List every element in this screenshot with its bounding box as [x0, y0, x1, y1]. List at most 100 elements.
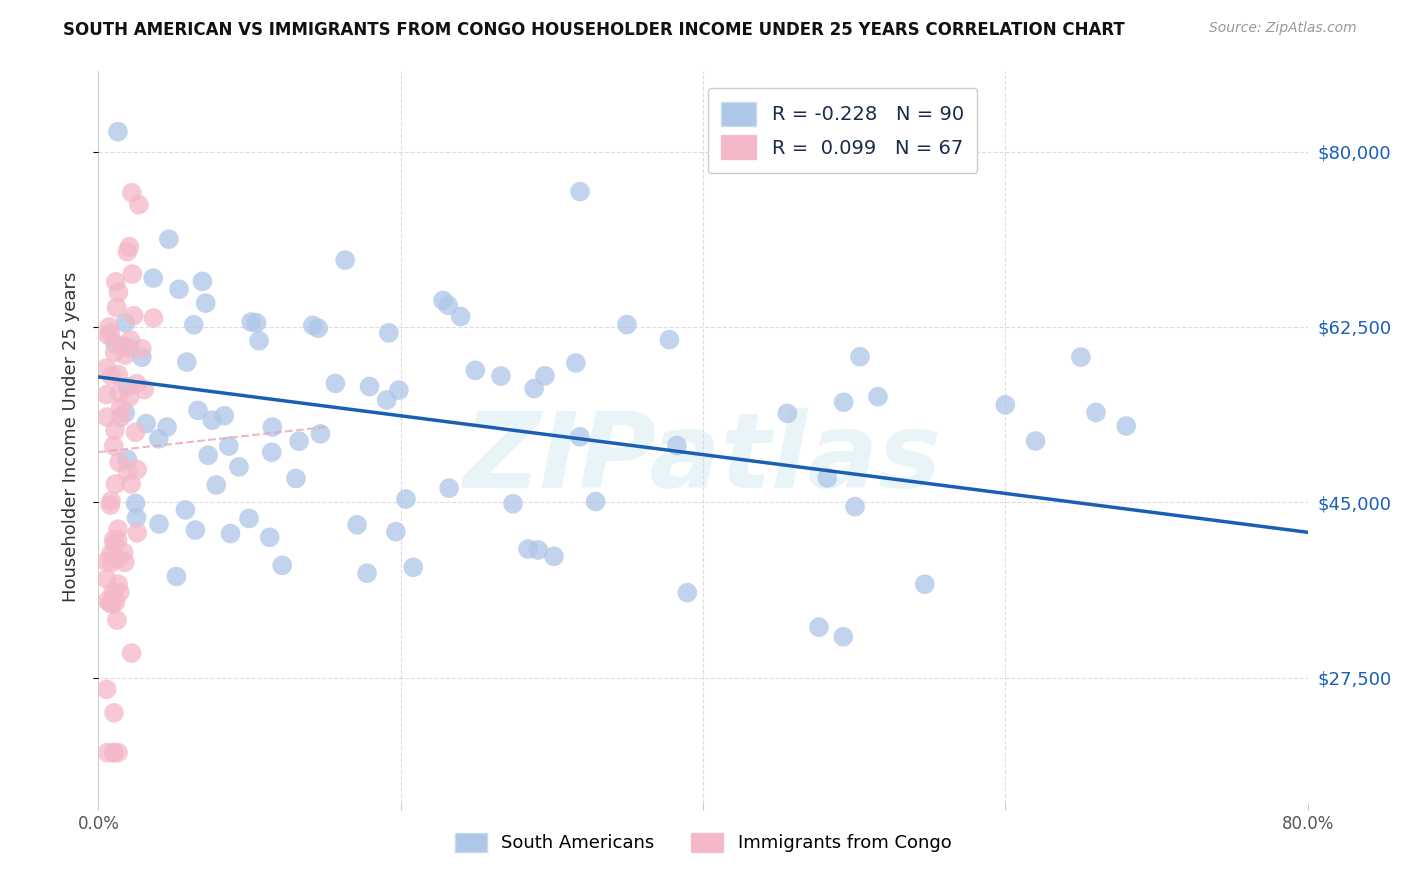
- Point: [309, 426, 332, 441]
- Point: [658, 333, 681, 347]
- Point: [191, 274, 214, 288]
- Point: [103, 439, 125, 453]
- Point: [148, 516, 170, 531]
- Point: [914, 577, 936, 591]
- Point: [489, 369, 512, 384]
- Point: [96, 387, 118, 401]
- Point: [616, 318, 638, 332]
- Point: [450, 310, 472, 324]
- Point: [585, 494, 607, 508]
- Point: [174, 503, 197, 517]
- Point: [844, 500, 866, 514]
- Point: [122, 309, 145, 323]
- Point: [335, 253, 357, 268]
- Point: [114, 406, 136, 420]
- Point: [118, 390, 141, 404]
- Point: [100, 555, 122, 569]
- Point: [104, 477, 127, 491]
- Point: [464, 363, 486, 377]
- Point: [385, 524, 408, 539]
- Point: [124, 496, 146, 510]
- Point: [105, 301, 128, 315]
- Point: [98, 596, 121, 610]
- Point: [284, 471, 307, 485]
- Point: [121, 186, 143, 200]
- Text: Source: ZipAtlas.com: Source: ZipAtlas.com: [1209, 21, 1357, 36]
- Point: [127, 525, 149, 540]
- Point: [97, 328, 120, 343]
- Point: [228, 459, 250, 474]
- Point: [156, 420, 179, 434]
- Point: [96, 746, 118, 760]
- Point: [101, 585, 124, 599]
- Point: [98, 320, 121, 334]
- Point: [994, 398, 1017, 412]
- Point: [104, 336, 127, 351]
- Point: [135, 417, 157, 431]
- Point: [378, 326, 401, 340]
- Point: [866, 390, 889, 404]
- Text: ZIPatlas: ZIPatlas: [464, 408, 942, 510]
- Point: [105, 613, 128, 627]
- Point: [104, 345, 127, 359]
- Point: [176, 355, 198, 369]
- Point: [240, 315, 263, 329]
- Point: [107, 285, 129, 300]
- Point: [108, 455, 131, 469]
- Point: [288, 434, 311, 449]
- Point: [832, 395, 855, 409]
- Point: [167, 282, 190, 296]
- Point: [96, 572, 118, 586]
- Point: [96, 593, 118, 607]
- Point: [107, 533, 129, 547]
- Point: [125, 376, 148, 391]
- Point: [101, 597, 124, 611]
- Point: [1070, 350, 1092, 364]
- Point: [205, 478, 228, 492]
- Point: [110, 401, 132, 415]
- Point: [527, 543, 550, 558]
- Point: [776, 406, 799, 420]
- Point: [118, 240, 141, 254]
- Point: [1115, 419, 1137, 434]
- Point: [832, 630, 855, 644]
- Point: [187, 403, 209, 417]
- Point: [114, 555, 136, 569]
- Point: [114, 316, 136, 330]
- Point: [165, 569, 187, 583]
- Point: [117, 380, 139, 394]
- Point: [142, 310, 165, 325]
- Point: [107, 577, 129, 591]
- Point: [359, 379, 381, 393]
- Point: [815, 471, 838, 485]
- Point: [517, 542, 540, 557]
- Point: [676, 585, 699, 599]
- Point: [134, 383, 156, 397]
- Point: [1085, 405, 1108, 419]
- Point: [197, 448, 219, 462]
- Point: [307, 321, 329, 335]
- Text: SOUTH AMERICAN VS IMMIGRANTS FROM CONGO HOUSEHOLDER INCOME UNDER 25 YEARS CORREL: SOUTH AMERICAN VS IMMIGRANTS FROM CONGO …: [63, 21, 1125, 39]
- Point: [534, 368, 557, 383]
- Point: [125, 510, 148, 524]
- Point: [118, 341, 141, 355]
- Point: [117, 452, 139, 467]
- Point: [117, 244, 139, 259]
- Point: [218, 439, 240, 453]
- Point: [107, 125, 129, 139]
- Point: [112, 339, 135, 353]
- Point: [568, 430, 591, 444]
- Point: [238, 511, 260, 525]
- Point: [107, 368, 129, 382]
- Point: [437, 481, 460, 495]
- Point: [260, 445, 283, 459]
- Point: [104, 423, 127, 437]
- Point: [565, 356, 588, 370]
- Point: [104, 275, 127, 289]
- Point: [107, 551, 129, 566]
- Point: [395, 491, 418, 506]
- Point: [262, 420, 284, 434]
- Point: [569, 185, 592, 199]
- Point: [849, 350, 872, 364]
- Point: [432, 293, 454, 308]
